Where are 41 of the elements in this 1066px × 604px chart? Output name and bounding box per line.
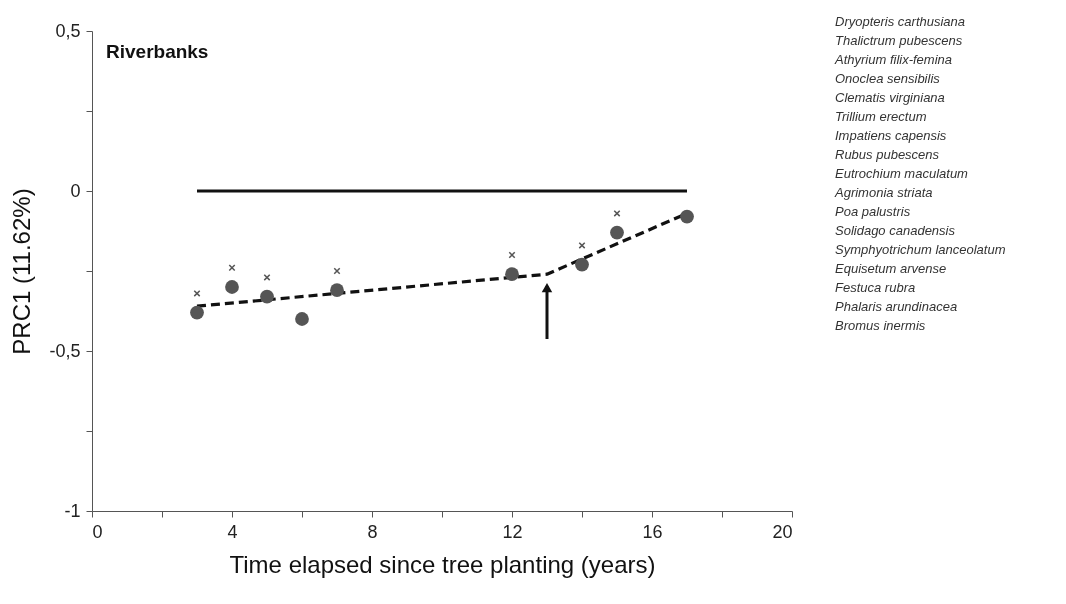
y-tick-label: 0 [70,180,81,201]
text: Thalictrum pubescens [835,32,964,50]
y-axis-title: PRC1 (11.62%) [8,188,36,355]
text: Agrimonia striata [835,184,934,202]
text: Phalaris arundinacea [835,298,959,316]
point [333,267,341,275]
point [575,257,589,272]
point [680,209,694,224]
y-tick-label: -0,5 [49,340,81,361]
x-axis-title: Time elapsed since tree planting (years) [229,550,656,578]
x-tick-label: 20 [772,521,793,542]
point [190,305,204,320]
point [260,289,274,304]
point [295,312,309,326]
x-tick-label: 16 [642,521,663,542]
text: Festuca rubra [835,279,917,297]
text: Symphyotrichum lanceolatum [835,241,1006,259]
text: Equisetum arvense [835,260,948,278]
text: Trillium erectum [835,108,928,126]
text: Riverbanks [106,41,209,62]
text: Onoclea sensibilis [835,70,941,88]
point [225,280,239,294]
point [508,251,516,259]
y-tick-label: -1 [64,500,81,521]
text: Eutrochium maculatum [835,165,969,183]
x-tick-label: 0 [92,521,103,542]
text: Rubus pubescens [835,146,941,164]
point [505,267,519,282]
text: Athyrium filix-femina [835,51,954,69]
text: Poa palustris [835,203,912,221]
text: Clematis virginiana [835,89,946,107]
text: Solidago canadensis [835,222,956,240]
text: Dryopteris carthusiana [835,13,967,31]
text: Impatiens capensis [835,127,948,145]
text: Bromus inermis [835,317,927,335]
x-tick-label: 12 [502,521,523,542]
y-tick-label: 0,5 [55,20,81,41]
x-tick-label: 4 [227,521,238,542]
x-tick-label: 8 [367,521,378,542]
point [610,225,624,240]
point [330,283,344,298]
